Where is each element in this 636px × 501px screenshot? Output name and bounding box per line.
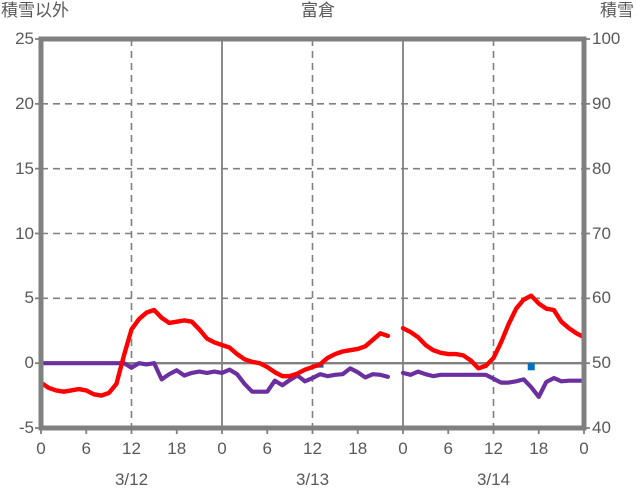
right-axis-unit-label: 積雪 xyxy=(600,1,634,20)
x-axis-date-label: 3/14 xyxy=(476,470,511,489)
temperature-line-series xyxy=(38,293,587,398)
right-axis-tick-label: 60 xyxy=(592,288,611,308)
x-axis-tick-label: 6 xyxy=(443,439,453,458)
x-axis-tick-label: 12 xyxy=(122,439,141,458)
right-axis-tick-label: 80 xyxy=(592,158,611,178)
snow-depth-line-series xyxy=(38,361,587,399)
x-axis-tick-label: 6 xyxy=(262,439,272,458)
right-axis-tick-label: 40 xyxy=(592,418,611,437)
x-axis-tick-label: 6 xyxy=(81,439,91,458)
left-axis-tick-label: 0 xyxy=(24,353,34,373)
right-axis-tick-label: 100 xyxy=(592,29,621,48)
left-axis-tick-label: 10 xyxy=(15,223,34,243)
x-axis-tick-label: 18 xyxy=(348,439,368,458)
x-axis-tick-label: 0 xyxy=(579,439,589,458)
x-axis-tick-label: 0 xyxy=(217,439,227,458)
right-axis-tick-label: 90 xyxy=(592,93,611,113)
page-title: 富倉 xyxy=(301,1,335,20)
x-axis-tick-label: 18 xyxy=(167,439,187,458)
left-axis-unit-label: 積雪以外 xyxy=(1,1,69,20)
right-axis-tick-label: 50 xyxy=(592,353,611,373)
left-axis-tick-label: 25 xyxy=(15,29,34,48)
left-axis-tick-label: 5 xyxy=(24,288,34,308)
x-axis-date-label: 3/13 xyxy=(295,470,330,489)
left-axis-tick-label: 15 xyxy=(15,158,34,178)
left-axis-tick-label: 20 xyxy=(15,93,34,113)
x-axis-tick-label: 12 xyxy=(303,439,322,458)
left-axis-tick-label: -5 xyxy=(18,418,34,437)
x-axis-tick-label: 12 xyxy=(484,439,503,458)
x-axis-date-label: 3/12 xyxy=(114,470,149,489)
x-axis-tick-label: 18 xyxy=(529,439,549,458)
x-axis-tick-label: 0 xyxy=(36,439,46,458)
right-axis-tick-label: 70 xyxy=(592,223,611,243)
axis-tick-marks xyxy=(35,38,590,434)
x-axis-tick-label: 0 xyxy=(398,439,408,458)
